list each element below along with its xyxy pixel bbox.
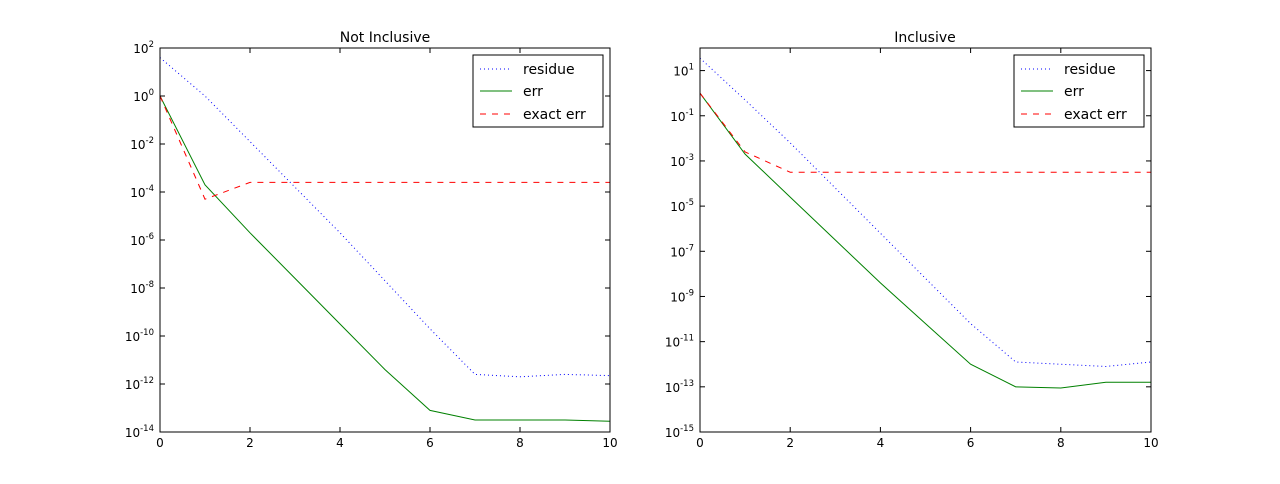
x-tick-label: 2 <box>786 436 794 450</box>
y-tick-label: 100 <box>133 88 154 104</box>
chart-panel-inclusive: Inclusive 0 2 4 6 8 10 101 10-1 10-3 10-5 10-7 10-… <box>665 30 1159 450</box>
legend-label-exact-err: exact err <box>1064 107 1127 123</box>
y-tick-label: 10-15 <box>665 424 694 440</box>
series-line-err <box>699 92 1151 389</box>
x-tick-label: 0 <box>156 436 164 450</box>
y-tick-label: 10-9 <box>670 288 694 304</box>
y-tick-label: 10-10 <box>125 328 154 344</box>
y-tick-label: 10-11 <box>665 334 694 350</box>
plot-area <box>159 57 611 422</box>
y-tick-label: 10-13 <box>665 379 694 395</box>
y-tick-label: 10-4 <box>130 184 154 200</box>
y-axis: 102 100 10-2 10-4 10-6 10-8 10-10 10-12 10-14 <box>125 40 610 440</box>
x-tick-label: 2 <box>246 436 254 450</box>
x-tick-label: 6 <box>426 436 434 450</box>
legend-label-residue: residue <box>1064 62 1116 78</box>
chart-title: Not Inclusive <box>340 30 431 46</box>
series-line-exact-err <box>159 95 610 200</box>
y-tick-label: 10-5 <box>670 198 694 214</box>
y-tick-label: 10-3 <box>670 153 694 169</box>
y-tick-label: 102 <box>133 40 154 56</box>
axes-frame <box>699 47 1152 433</box>
chart-panel-not-inclusive: Not Inclusive 0 2 4 6 8 10 102 100 10-2 10-4 10-6… <box>125 30 618 450</box>
series-line-exact-err <box>699 92 1151 173</box>
legend-label-residue: residue <box>523 62 575 78</box>
legend-label-err: err <box>1064 84 1084 100</box>
legend: residue err exact err <box>472 54 604 128</box>
x-axis: 0 2 4 6 8 10 <box>156 48 618 450</box>
legend: residue err exact err <box>1013 54 1145 128</box>
x-tick-label: 0 <box>696 436 704 450</box>
x-axis: 0 2 4 6 8 10 <box>696 48 1159 450</box>
y-tick-label: 10-14 <box>125 424 154 440</box>
chart-title: Inclusive <box>894 30 956 46</box>
x-tick-label: 8 <box>516 436 524 450</box>
x-tick-label: 4 <box>336 436 344 450</box>
series-line-err <box>159 95 611 422</box>
y-tick-label: 10-7 <box>670 243 694 259</box>
legend-label-err: err <box>523 84 543 100</box>
x-tick-label: 10 <box>602 436 617 450</box>
y-tick-label: 10-8 <box>130 280 154 296</box>
x-tick-label: 4 <box>877 436 885 450</box>
plot-area <box>699 57 1152 389</box>
y-tick-label: 10-12 <box>125 376 154 392</box>
legend-label-exact-err: exact err <box>523 107 586 123</box>
y-tick-label: 101 <box>673 63 694 79</box>
x-tick-label: 10 <box>1143 436 1158 450</box>
y-axis: 101 10-1 10-3 10-5 10-7 10-9 10-11 10-13 10-15 <box>665 63 1151 440</box>
y-tick-label: 10-6 <box>130 232 154 248</box>
y-tick-label: 10-1 <box>670 108 694 124</box>
y-tick-label: 10-2 <box>130 136 154 152</box>
x-tick-label: 8 <box>1057 436 1065 450</box>
x-tick-label: 6 <box>967 436 975 450</box>
